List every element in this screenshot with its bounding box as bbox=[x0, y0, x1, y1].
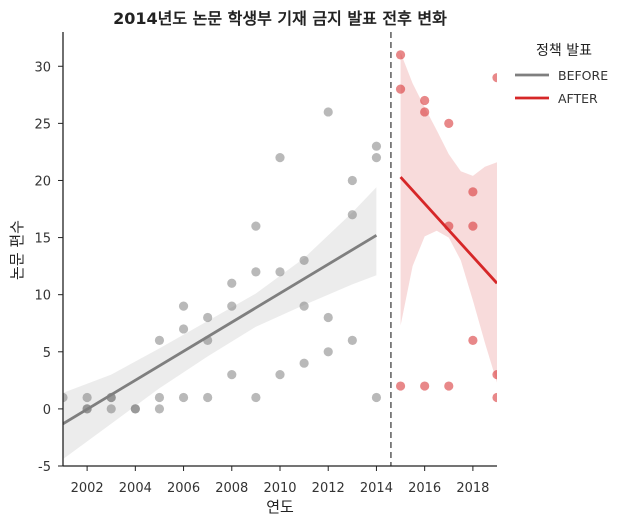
point-before bbox=[251, 267, 261, 277]
point-after bbox=[420, 107, 430, 117]
point-after bbox=[444, 118, 454, 128]
point-before bbox=[154, 335, 165, 345]
point-before bbox=[227, 301, 237, 311]
regression-line-after bbox=[399, 176, 497, 285]
point-before bbox=[178, 324, 189, 334]
point-before bbox=[227, 278, 237, 288]
legend-title: 정책 발표 bbox=[536, 43, 592, 59]
point-after bbox=[395, 381, 406, 391]
point-after bbox=[492, 73, 497, 83]
x-tick-label: 2006 bbox=[167, 481, 200, 496]
point-before bbox=[275, 370, 285, 380]
x-tick-label: 2008 bbox=[215, 481, 248, 496]
legend: 정책 발표 BEFORE AFTER bbox=[515, 43, 608, 106]
x-axis-label: 연도 bbox=[266, 498, 294, 516]
point-before bbox=[106, 404, 116, 414]
y-tick-label: 10 bbox=[34, 289, 51, 304]
ticks: 2002 2004 2006 2008 2010 2012 2014 2016 2018-505… bbox=[34, 60, 489, 496]
point-before bbox=[63, 392, 68, 403]
y-tick-label: -5 bbox=[38, 460, 51, 475]
point-before bbox=[154, 404, 165, 414]
point-before bbox=[203, 392, 213, 403]
y-axis-label: 논문 편수 bbox=[8, 220, 26, 280]
point-before bbox=[299, 255, 309, 266]
point-before bbox=[323, 347, 333, 357]
point-before bbox=[251, 392, 261, 403]
plot-clipped-group bbox=[63, 32, 497, 466]
point-before bbox=[371, 153, 382, 163]
point-after bbox=[468, 335, 478, 345]
y-tick-label: 15 bbox=[34, 232, 51, 247]
point-after bbox=[444, 381, 454, 391]
ci-band-before bbox=[63, 187, 377, 460]
y-tick-label: 30 bbox=[34, 60, 51, 75]
x-tick-label: 2004 bbox=[119, 481, 152, 496]
point-before bbox=[130, 404, 140, 414]
x-tick-label: 2010 bbox=[263, 481, 296, 496]
regression-line-before bbox=[63, 234, 378, 425]
y-tick-label: 25 bbox=[34, 117, 51, 132]
x-tick-label: 2016 bbox=[408, 481, 441, 496]
x-tick-label: 2002 bbox=[71, 481, 104, 496]
point-after bbox=[420, 95, 430, 106]
point-before bbox=[178, 301, 189, 311]
point-after bbox=[395, 84, 406, 94]
point-before bbox=[275, 153, 285, 163]
ci-band-after bbox=[400, 52, 497, 383]
point-after bbox=[468, 221, 478, 231]
point-after bbox=[492, 392, 497, 403]
point-before bbox=[347, 210, 357, 220]
point-before bbox=[371, 141, 382, 151]
point-before bbox=[203, 312, 213, 323]
point-before bbox=[154, 392, 165, 403]
point-after bbox=[420, 381, 430, 391]
point-before bbox=[347, 335, 357, 345]
x-tick-label: 2014 bbox=[360, 481, 393, 496]
y-tick-label: 0 bbox=[43, 403, 51, 418]
x-tick-label: 2012 bbox=[312, 481, 345, 496]
point-before bbox=[299, 358, 309, 368]
point-before bbox=[251, 221, 261, 231]
point-before bbox=[323, 312, 333, 323]
legend-label-before: BEFORE bbox=[558, 68, 608, 83]
point-before bbox=[82, 392, 92, 403]
point-before bbox=[323, 107, 333, 117]
point-before bbox=[227, 370, 237, 380]
point-after bbox=[468, 187, 478, 197]
point-after bbox=[395, 50, 406, 60]
point-before bbox=[299, 301, 309, 311]
y-tick-label: 5 bbox=[43, 346, 51, 361]
point-before bbox=[371, 392, 382, 403]
chart-title: 2014년도 논문 학생부 기재 금지 발표 전후 변화 bbox=[113, 9, 447, 28]
legend-label-after: AFTER bbox=[558, 91, 598, 106]
y-tick-label: 20 bbox=[34, 174, 51, 189]
plot-area bbox=[63, 32, 497, 466]
point-before bbox=[275, 267, 285, 277]
point-after bbox=[492, 370, 497, 380]
x-tick-label: 2018 bbox=[456, 481, 489, 496]
point-before bbox=[178, 392, 189, 403]
point-before bbox=[347, 175, 357, 186]
